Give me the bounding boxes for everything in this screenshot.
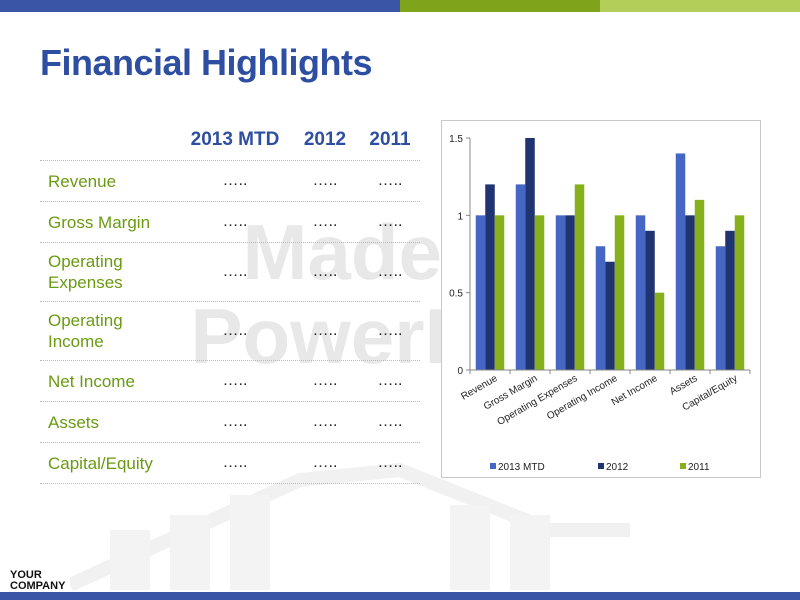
bottom-bar [0, 592, 800, 600]
table-row-operating-income: Operating Income ….. ….. ….. [40, 302, 420, 361]
slide-title: Financial Highlights [40, 42, 373, 83]
row-value: ….. [377, 322, 403, 339]
table-row-net-income: Net Income ….. ….. ….. [40, 361, 420, 402]
row-value: ….. [222, 413, 248, 430]
row-label: Net Income [48, 371, 135, 391]
bar [485, 184, 495, 370]
y-tick-label: 0.5 [449, 289, 463, 300]
row-value: ….. [222, 454, 248, 471]
row-value: ….. [312, 454, 338, 471]
bar [605, 261, 615, 370]
row-label: Gross Margin [48, 212, 151, 232]
financial-table: 2013 MTD 2012 2011 Revenue ….. ….. ….. G… [40, 120, 420, 484]
legend-label: 2013 MTD [498, 462, 545, 473]
row-value: ….. [222, 172, 248, 189]
legend-swatch [598, 463, 604, 469]
row-value: ….. [222, 322, 248, 339]
bar [675, 153, 686, 370]
bar [515, 184, 526, 370]
row-value: ….. [312, 322, 338, 339]
header-cell-2013-mtd: 2013 MTD [190, 129, 280, 150]
legend-label: 2012 [606, 462, 629, 473]
row-label: Revenue [48, 171, 117, 191]
logo-line-1: YOUR [10, 569, 42, 581]
house-watermark [70, 462, 630, 590]
bar [685, 215, 695, 370]
y-tick-label: 1 [457, 211, 463, 222]
bar [725, 230, 735, 370]
row-label: Operating Income [48, 311, 123, 351]
y-tick-label: 1.5 [449, 134, 463, 145]
row-value: ….. [377, 213, 403, 230]
row-value: ….. [377, 413, 403, 430]
chart-panel: 0 0.5 1 1.5 Revenue Gross Margin Operating Exp… [441, 120, 761, 478]
bar [595, 246, 606, 370]
bar [534, 215, 545, 370]
row-value: ….. [377, 454, 403, 471]
bar [645, 230, 655, 370]
table-row-revenue: Revenue ….. ….. ….. [40, 161, 420, 202]
header-cell-2011: 2011 [369, 129, 411, 150]
bar [574, 184, 585, 370]
row-value: ….. [377, 172, 403, 189]
row-value: ….. [222, 263, 248, 280]
bar [614, 215, 625, 370]
y-tick-label: 0 [457, 366, 463, 377]
bar [654, 292, 665, 370]
bar [494, 215, 505, 370]
row-value: ….. [312, 372, 338, 389]
row-value: ….. [312, 213, 338, 230]
row-value: ….. [377, 372, 403, 389]
row-value: ….. [222, 213, 248, 230]
top-bar-blue [0, 0, 400, 12]
table-row-capital-equity: Capital/Equity ….. ….. ….. [40, 443, 420, 484]
bar [694, 199, 705, 370]
legend-swatch [490, 463, 496, 469]
legend-label: 2011 [688, 462, 710, 473]
row-value: ….. [312, 172, 338, 189]
top-bar-light-green [600, 0, 800, 12]
row-value: ….. [377, 263, 403, 280]
company-logo: YOUR COMPANY [10, 570, 65, 592]
row-value: ….. [222, 372, 248, 389]
row-value: ….. [312, 413, 338, 430]
bar [475, 215, 486, 370]
bar [525, 138, 535, 370]
bar [715, 246, 726, 370]
header-cell-2012: 2012 [303, 129, 347, 150]
x-tick-label: Assets [668, 373, 699, 398]
x-tick-label: Net Income [610, 373, 660, 408]
bar [635, 215, 646, 370]
row-label: Operating Expenses [48, 252, 123, 292]
logo-line-2: COMPANY [10, 580, 66, 592]
bar [555, 215, 566, 370]
row-label: Capital/Equity [48, 453, 153, 473]
table-row-operating-expenses: Operating Expenses ….. ….. ….. [40, 243, 420, 302]
table-header-row: 2013 MTD 2012 2011 [40, 120, 420, 161]
row-value: ….. [312, 263, 338, 280]
row-label: Assets [48, 412, 100, 432]
legend-swatch [680, 463, 686, 469]
bar [734, 215, 745, 370]
table-row-gross-margin: Gross Margin ….. ….. ….. [40, 202, 420, 243]
table-row-assets: Assets ….. ….. ….. [40, 402, 420, 443]
x-tick-label: Operating Income [545, 373, 620, 422]
bar [565, 215, 575, 370]
top-bar-green [400, 0, 600, 12]
